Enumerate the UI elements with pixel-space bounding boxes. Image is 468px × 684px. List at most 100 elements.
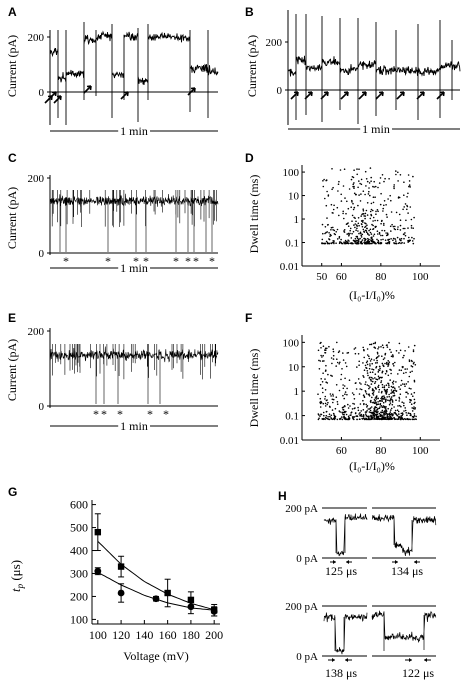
panel-f-point bbox=[372, 342, 375, 345]
panel-g-ytick-label: 200 bbox=[70, 589, 88, 603]
panel-b-arrow bbox=[320, 91, 329, 100]
panel-f-point bbox=[357, 409, 360, 412]
panel-d-point bbox=[390, 211, 393, 213]
panel-d-point bbox=[383, 229, 386, 232]
panel-d-point bbox=[363, 230, 365, 233]
panel-f-point bbox=[386, 344, 388, 346]
panel-f-point bbox=[332, 401, 334, 404]
panel-f-point bbox=[389, 400, 392, 402]
panel-f-point bbox=[398, 386, 400, 388]
panel-f-point bbox=[393, 406, 395, 408]
panel-f-point bbox=[403, 354, 405, 357]
panel-d-point bbox=[356, 237, 359, 240]
panel-f-point bbox=[409, 414, 412, 417]
panel-d-point bbox=[380, 192, 382, 195]
panel-f-point bbox=[374, 377, 376, 379]
panel-f-point bbox=[401, 418, 404, 420]
panel-f-point bbox=[371, 368, 373, 371]
panel-d-point bbox=[356, 168, 358, 170]
panel-f-point bbox=[390, 407, 393, 410]
panel-d-point bbox=[408, 239, 410, 242]
panel-f-point bbox=[352, 418, 355, 420]
panel-d-point bbox=[353, 224, 355, 226]
panel-d-ytick-label: 100 bbox=[283, 167, 300, 179]
panel-d-point bbox=[372, 216, 375, 219]
panel-f-point bbox=[384, 362, 386, 365]
panel-d-point bbox=[397, 242, 400, 245]
panel-d-point bbox=[328, 242, 330, 245]
panel-d-point bbox=[378, 231, 381, 234]
panel-f-point bbox=[385, 409, 387, 411]
panel-d-point bbox=[340, 238, 342, 241]
panel-f-point bbox=[407, 381, 409, 383]
panel-d-point bbox=[352, 208, 355, 211]
panel-f-point bbox=[329, 415, 331, 418]
panel-d-xtick-label: 50 bbox=[316, 271, 328, 283]
panel-f-point bbox=[369, 343, 371, 346]
panel-f-point bbox=[408, 375, 411, 378]
panel-f-point bbox=[402, 413, 404, 416]
panel-a-arrow bbox=[187, 87, 196, 96]
panel-f-point bbox=[381, 397, 384, 400]
panel-f-point bbox=[395, 381, 397, 383]
panel-f-point bbox=[328, 418, 331, 421]
panel-d-point bbox=[364, 225, 367, 228]
panel-f-point bbox=[367, 374, 369, 377]
panel-f-point bbox=[319, 360, 322, 362]
panel-f-point bbox=[358, 413, 360, 415]
panel-f-point bbox=[381, 409, 384, 412]
panel-d-point bbox=[369, 210, 372, 213]
panel-f-point bbox=[410, 399, 412, 402]
panel-f-point bbox=[390, 413, 393, 415]
panel-f-point bbox=[369, 376, 371, 379]
panel-f-point bbox=[364, 364, 367, 367]
panel-f-point bbox=[397, 418, 400, 421]
panel-d-point bbox=[362, 213, 365, 215]
panel-d-point bbox=[409, 186, 412, 188]
panel-h-duration-4: 122 μs bbox=[402, 666, 434, 680]
panel-d-point bbox=[324, 197, 326, 200]
panel-f-xtick-label: 80 bbox=[375, 445, 387, 457]
panel-d-point bbox=[356, 242, 359, 244]
panel-d-point bbox=[397, 226, 399, 228]
panel-d-point bbox=[331, 188, 333, 191]
panel-d-point bbox=[359, 200, 362, 202]
panel-g: G tp (μs) 100 200 300 400 500 600 100 120 140 160… bbox=[8, 485, 223, 663]
panel-f-point bbox=[366, 410, 368, 412]
panel-d-point bbox=[337, 190, 339, 192]
panel-f-point bbox=[324, 378, 326, 380]
panel-f-point bbox=[376, 408, 379, 411]
panel-f-point bbox=[365, 411, 368, 413]
panel-d-point bbox=[386, 242, 388, 245]
panel-f-point bbox=[378, 377, 380, 380]
panel-d-point bbox=[411, 240, 414, 242]
panel-f-point bbox=[386, 361, 388, 364]
panel-f-point bbox=[387, 374, 390, 377]
panel-f-xtick-label: 60 bbox=[336, 445, 348, 457]
panel-f-point bbox=[318, 359, 320, 362]
panel-d-point bbox=[374, 196, 376, 198]
panel-f-point bbox=[371, 389, 374, 392]
panel-f-point bbox=[335, 365, 338, 367]
panel-f-point bbox=[388, 361, 391, 364]
panel-f-point bbox=[322, 402, 325, 405]
panel-d-point bbox=[362, 210, 365, 212]
panel-e-ytick-label-200: 200 bbox=[28, 326, 45, 338]
panel-d-point bbox=[326, 242, 329, 245]
panel-d-point bbox=[408, 180, 411, 182]
panel-d-point bbox=[402, 227, 405, 230]
panel-f-point bbox=[368, 357, 371, 360]
panel-f-point bbox=[372, 412, 375, 415]
panel-f-point bbox=[390, 389, 393, 391]
panel-f-point bbox=[328, 345, 330, 348]
panel-d-point bbox=[367, 242, 370, 244]
panel-d-point bbox=[364, 229, 367, 232]
panel-d-point bbox=[362, 219, 364, 222]
panel-f-point bbox=[332, 358, 335, 360]
panel-f-point bbox=[401, 383, 404, 385]
panel-d-point bbox=[346, 222, 349, 225]
panel-f-point bbox=[383, 357, 386, 359]
panel-g-square-point bbox=[94, 528, 102, 536]
panel-f-point bbox=[375, 398, 378, 400]
panel-d-point bbox=[324, 226, 327, 228]
